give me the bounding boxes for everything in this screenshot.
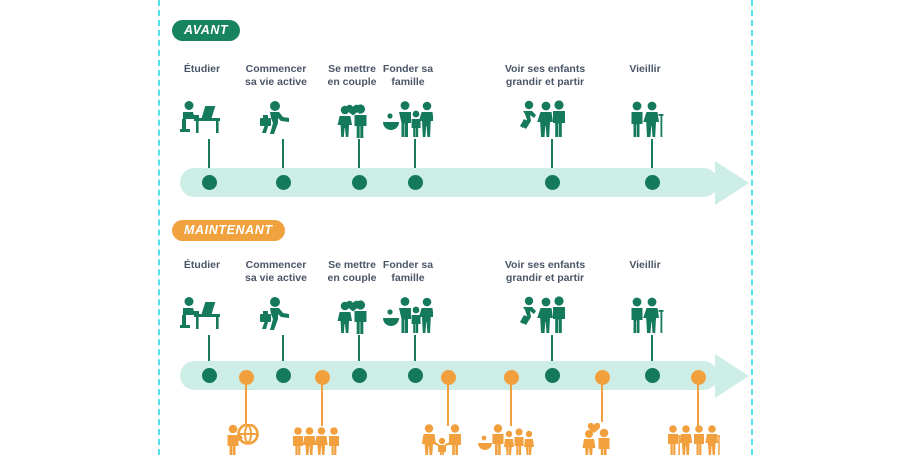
blended-family-icon [478,424,534,455]
student-desk-icon [180,101,224,137]
event-stem [601,378,603,422]
guide-line-right [751,0,753,455]
milestone-stem [282,139,284,179]
milestone-stem [414,335,416,375]
traveler-globe-icon [224,424,264,455]
timeline-dot [276,368,291,383]
timeline-dot [276,175,291,190]
timeline-dot [645,368,660,383]
family-with-baby-icon [383,297,433,333]
timeline-dot [352,368,367,383]
event-stem [697,378,699,426]
milestone-label-vieillir-avant: Vieillir [629,63,661,75]
milestone-stem [282,335,284,375]
parents-with-child-icon [421,424,463,455]
milestone-label-vieillir-maintenant: Vieillir [629,259,661,271]
milestone-label-enfants-avant: Voir ses enfants grandir et partir [504,63,586,88]
timeline-dot [645,175,660,190]
milestone-stem [651,335,653,375]
milestone-stem [551,139,553,179]
elderly-couple-icon [628,297,664,333]
milestone-label-etudier-maintenant: Étudier [183,259,221,271]
event-stem [321,378,323,426]
event-dot [504,370,519,385]
family-with-baby-icon [383,101,433,137]
timeline-bar-avant [180,168,718,197]
child-leaving-icon [519,296,571,334]
milestone-label-commencer-avant: Commencer sa vie active [245,63,307,88]
event-dot [691,370,706,385]
couple-heart-icon [334,292,372,334]
student-desk-icon [180,297,224,333]
milestone-label-enfants-maintenant: Voir ses enfants grandir et partir [504,259,586,284]
event-dot [595,370,610,385]
elderly-group-icon [666,425,720,455]
timeline-arrowhead-maintenant [715,354,749,398]
milestone-stem [208,139,210,179]
child-leaving-icon [519,100,571,138]
timeline-dot [545,368,560,383]
milestone-label-couple-avant: Se mettre en couple [327,63,377,88]
timeline-dot [202,368,217,383]
milestone-stem [651,139,653,179]
group-of-four-icon [292,427,340,455]
milestone-stem [551,335,553,375]
couple-heart-icon [334,96,372,138]
event-stem [447,378,449,426]
event-dot [315,370,330,385]
milestone-stem [208,335,210,375]
milestone-stem [358,139,360,179]
timeline-dot [352,175,367,190]
milestone-label-famille-maintenant: Fonder sa famille [382,259,434,284]
timeline-dot [408,368,423,383]
timeline-arrowhead-avant [715,161,749,205]
guide-line-left [158,0,160,455]
milestone-label-commencer-maintenant: Commencer sa vie active [245,259,307,284]
new-couple-heart-icon [578,420,616,455]
event-stem [510,378,512,426]
event-dot [239,370,254,385]
elderly-couple-icon [628,101,664,137]
walking-worker-icon [258,297,294,333]
milestone-stem [358,335,360,375]
section-badge-avant: AVANT [172,20,241,41]
milestone-label-etudier-avant: Étudier [183,63,221,75]
section-badge-maintenant: MAINTENANT [172,220,285,241]
event-dot [441,370,456,385]
timeline-dot [545,175,560,190]
milestone-stem [414,139,416,179]
walking-worker-icon [258,101,294,137]
timeline-dot [408,175,423,190]
milestone-label-famille-avant: Fonder sa famille [382,63,434,88]
timeline-dot [202,175,217,190]
milestone-label-couple-maintenant: Se mettre en couple [327,259,377,284]
event-stem [245,378,247,426]
